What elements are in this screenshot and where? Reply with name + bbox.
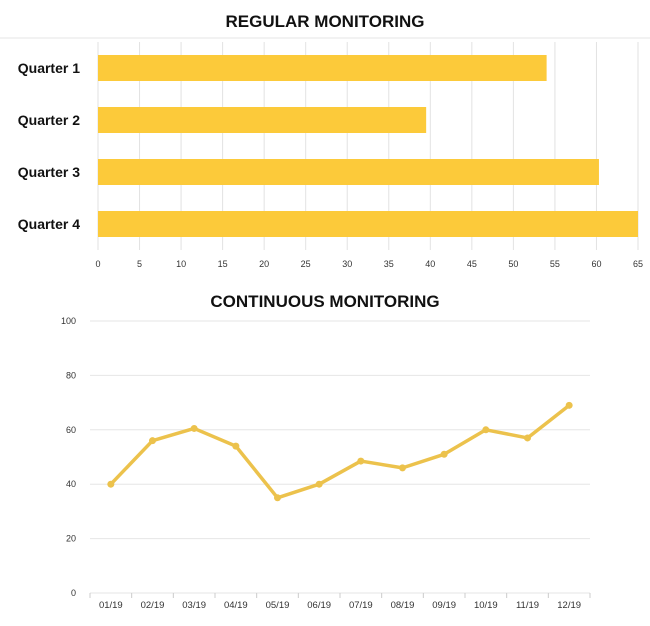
x-tick-label: 25 [301,259,311,269]
y-tick-label: 80 [66,370,76,380]
x-tick-label: 15 [218,259,228,269]
data-point-02-19 [149,437,156,445]
category-label: Quarter 1 [18,60,80,76]
x-tick-label: 03/19 [182,600,206,611]
x-tick-label: 11/19 [516,600,539,611]
x-tick-label: 04/19 [224,600,248,611]
category-label: Quarter 2 [18,112,80,128]
bar-quarter-2 [98,107,427,133]
data-point-05-19 [274,494,281,502]
x-tick-label: 06/19 [307,600,331,611]
data-point-09-19 [440,450,448,458]
x-tick-label: 35 [384,259,394,269]
x-tick-label: 10 [176,259,186,269]
x-tick-label: 10/19 [474,600,498,611]
x-tick-label: 55 [550,259,560,269]
y-tick-label: 20 [66,534,76,544]
continuous-monitoring-chart: CONTINUOUS MONITORING 0 20 40 60 80 100 01/19 0… [0,280,650,621]
y-tick-label: 60 [66,425,76,435]
data-point-07-19 [357,457,365,465]
x-tick-label: 0 [95,259,100,269]
category-label: Quarter 3 [18,164,80,180]
data-point-10-19 [482,426,490,434]
bar-quarter-4 [98,211,638,237]
continuous-monitoring-svg: CONTINUOUS MONITORING 0 20 40 60 80 100 01/19 0… [61,292,591,611]
data-point-08-19 [399,464,406,472]
x-tick-label: 60 [591,259,601,269]
data-point-01-19 [107,480,115,488]
x-tick-label: 50 [508,259,518,269]
data-point-12-19 [565,401,573,409]
regular-monitoring-svg: REGULAR MONITORING 0 5 10 15 20 25 30 35 40 45 50 5… [0,12,650,269]
x-tick-label: 45 [467,259,477,269]
chart-title: CONTINUOUS MONITORING [210,292,439,311]
series-line [109,403,571,500]
x-tick-label: 5 [137,259,142,269]
bar-quarter-3 [98,159,599,185]
x-tick-label: 12/19 [557,600,581,611]
x-tick-label: 20 [259,259,269,269]
x-tick-label: 09/19 [432,600,456,611]
x-tick-label: 40 [425,259,435,269]
x-tick-label: 07/19 [349,600,373,611]
chart-title: REGULAR MONITORING [226,12,425,31]
x-tick-label: 65 [633,259,643,269]
x-tick-label: 30 [342,259,352,269]
x-tick-label: 05/19 [266,600,290,611]
data-point-06-19 [315,480,323,488]
y-tick-label: 40 [66,479,76,489]
data-point-04-19 [232,442,240,450]
data-point-11-19 [524,434,531,442]
x-tick-label: 01/19 [99,600,123,611]
category-label: Quarter 4 [18,216,80,232]
x-tick-label: 08/19 [391,600,415,611]
y-tick-label: 0 [71,588,76,598]
y-tick-label: 100 [61,316,76,326]
regular-monitoring-chart: REGULAR MONITORING 0 5 10 15 20 25 30 35 40 45 50 5… [0,0,650,280]
x-tick-label: 02/19 [141,600,165,611]
bar-quarter-1 [98,55,547,81]
data-point-03-19 [190,424,198,432]
